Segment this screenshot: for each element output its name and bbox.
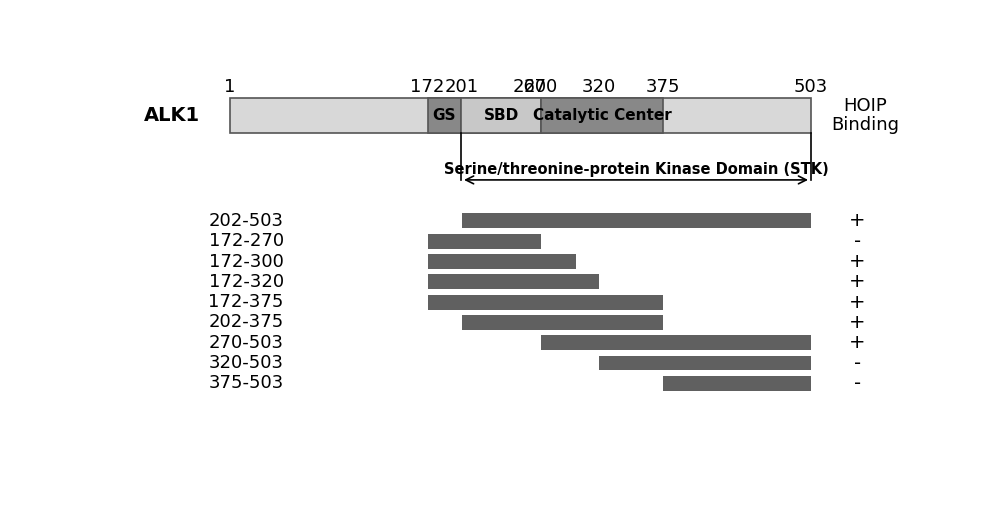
Bar bbox=[462, 213, 811, 228]
Text: +: + bbox=[849, 333, 866, 352]
Text: 172-300: 172-300 bbox=[209, 252, 284, 271]
Text: +: + bbox=[849, 272, 866, 292]
Text: 172: 172 bbox=[410, 79, 445, 96]
Text: 172-320: 172-320 bbox=[209, 273, 284, 291]
Bar bbox=[541, 335, 811, 350]
Text: -: - bbox=[854, 353, 861, 373]
Text: 270-503: 270-503 bbox=[209, 334, 284, 352]
Text: +: + bbox=[849, 211, 866, 230]
Bar bbox=[541, 98, 663, 133]
Text: GS: GS bbox=[433, 108, 456, 123]
Text: 503: 503 bbox=[794, 79, 828, 96]
Text: 202-503: 202-503 bbox=[209, 212, 284, 230]
Bar bbox=[599, 355, 811, 371]
Bar bbox=[428, 274, 599, 289]
Text: +: + bbox=[849, 313, 866, 332]
Text: SBD: SBD bbox=[484, 108, 519, 123]
Text: +: + bbox=[849, 293, 866, 312]
Text: +: + bbox=[849, 252, 866, 271]
Text: 1: 1 bbox=[224, 79, 235, 96]
Text: HOIP: HOIP bbox=[843, 97, 887, 115]
Bar bbox=[428, 98, 461, 133]
Bar bbox=[428, 254, 576, 269]
Text: 375: 375 bbox=[645, 79, 680, 96]
Text: 260: 260 bbox=[512, 79, 547, 96]
Bar bbox=[230, 98, 811, 133]
Bar bbox=[428, 234, 541, 248]
Text: 172-375: 172-375 bbox=[208, 293, 284, 311]
Text: Serine/threonine-protein Kinase Domain (STK): Serine/threonine-protein Kinase Domain (… bbox=[444, 162, 828, 177]
Bar bbox=[462, 315, 663, 330]
Text: 201: 201 bbox=[444, 79, 478, 96]
Text: ALK1: ALK1 bbox=[144, 106, 200, 125]
Text: 320: 320 bbox=[582, 79, 616, 96]
Text: -: - bbox=[854, 232, 861, 250]
Text: 202-375: 202-375 bbox=[209, 313, 284, 332]
Text: Catalytic Center: Catalytic Center bbox=[533, 108, 671, 123]
Text: -: - bbox=[854, 374, 861, 393]
Text: 270: 270 bbox=[524, 79, 558, 96]
Text: 320-503: 320-503 bbox=[209, 354, 284, 372]
Bar bbox=[663, 376, 811, 391]
Text: 172-270: 172-270 bbox=[209, 232, 284, 250]
Bar bbox=[461, 98, 541, 133]
Text: 375-503: 375-503 bbox=[209, 374, 284, 392]
Text: Binding: Binding bbox=[831, 116, 899, 134]
Bar bbox=[428, 295, 663, 309]
